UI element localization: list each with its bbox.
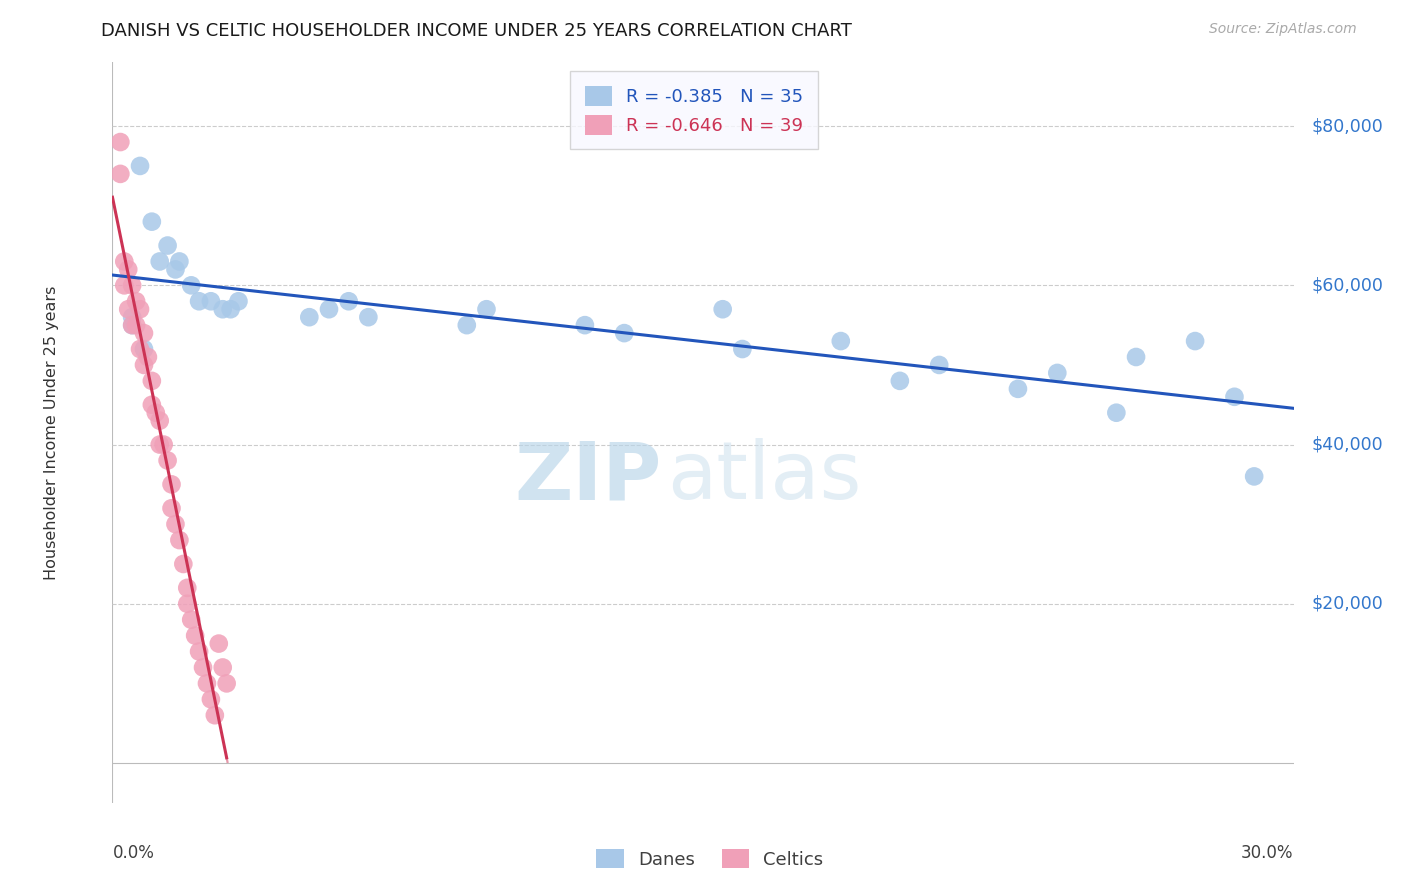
Point (176, 581, 198, 595)
Point (711, 302, 734, 317)
Point (160, 477, 183, 491)
Point (928, 358, 950, 372)
Point (184, 629, 207, 643)
Point (475, 302, 498, 317)
Point (145, 406, 167, 420)
Point (180, 278, 202, 293)
Point (215, 676, 238, 690)
Point (110, 135, 132, 149)
Point (180, 613, 202, 627)
Point (132, 326, 155, 340)
Point (176, 597, 198, 611)
Point (121, 310, 143, 325)
Point (830, 334, 852, 348)
Point (1105, 406, 1128, 420)
Point (172, 557, 194, 571)
Point (149, 254, 172, 268)
Point (1184, 334, 1206, 348)
Point (112, 254, 135, 268)
Point (1243, 469, 1265, 483)
Point (129, 342, 152, 356)
Point (1046, 366, 1069, 380)
Point (141, 374, 163, 388)
Text: DANISH VS CELTIC HOUSEHOLDER INCOME UNDER 25 YEARS CORRELATION CHART: DANISH VS CELTIC HOUSEHOLDER INCOME UNDE… (101, 22, 852, 40)
Point (456, 318, 478, 333)
Point (337, 294, 360, 309)
Text: $20,000: $20,000 (1312, 595, 1384, 613)
Legend: R = -0.385   N = 35, R = -0.646   N = 39: R = -0.385 N = 35, R = -0.646 N = 39 (571, 71, 818, 149)
Text: atlas: atlas (668, 438, 862, 516)
Point (219, 302, 242, 317)
Point (121, 318, 143, 333)
Point (200, 692, 222, 706)
Text: $40,000: $40,000 (1312, 435, 1384, 453)
Text: ZIP: ZIP (515, 438, 662, 516)
Point (117, 302, 139, 317)
Point (357, 310, 380, 325)
Point (132, 358, 155, 372)
Point (889, 374, 911, 388)
Point (125, 318, 148, 333)
Point (117, 262, 139, 277)
Point (149, 414, 172, 428)
Point (298, 310, 321, 325)
Point (129, 302, 152, 317)
Point (191, 660, 214, 674)
Point (211, 660, 233, 674)
Point (141, 214, 163, 228)
Point (156, 238, 179, 252)
Point (149, 437, 172, 451)
Point (188, 294, 211, 309)
Point (211, 302, 233, 317)
Point (129, 159, 152, 173)
Point (731, 342, 754, 356)
Point (228, 294, 250, 309)
Point (141, 398, 163, 412)
Point (574, 318, 596, 333)
Text: $80,000: $80,000 (1312, 117, 1384, 135)
Point (112, 278, 135, 293)
Point (152, 437, 174, 451)
Point (125, 294, 148, 309)
Legend: Danes, Celtics: Danes, Celtics (589, 842, 831, 876)
Text: 0.0%: 0.0% (112, 844, 155, 862)
Point (195, 676, 218, 690)
Point (208, 637, 231, 651)
Point (121, 318, 143, 333)
Text: 30.0%: 30.0% (1241, 844, 1294, 862)
Point (200, 294, 222, 309)
Point (165, 262, 187, 277)
Point (136, 350, 159, 364)
Point (613, 326, 636, 340)
Point (160, 501, 183, 516)
Text: Householder Income Under 25 years: Householder Income Under 25 years (44, 285, 59, 580)
Point (121, 278, 143, 293)
Point (1223, 390, 1246, 404)
Point (318, 302, 340, 317)
Point (169, 254, 191, 268)
Point (165, 517, 187, 532)
Point (156, 453, 179, 467)
Point (110, 167, 132, 181)
Point (204, 708, 226, 723)
Point (132, 342, 155, 356)
Point (169, 533, 191, 547)
Point (1007, 382, 1029, 396)
Text: $60,000: $60,000 (1312, 277, 1384, 294)
Text: Source: ZipAtlas.com: Source: ZipAtlas.com (1209, 22, 1357, 37)
Point (1125, 350, 1147, 364)
Point (188, 644, 211, 658)
